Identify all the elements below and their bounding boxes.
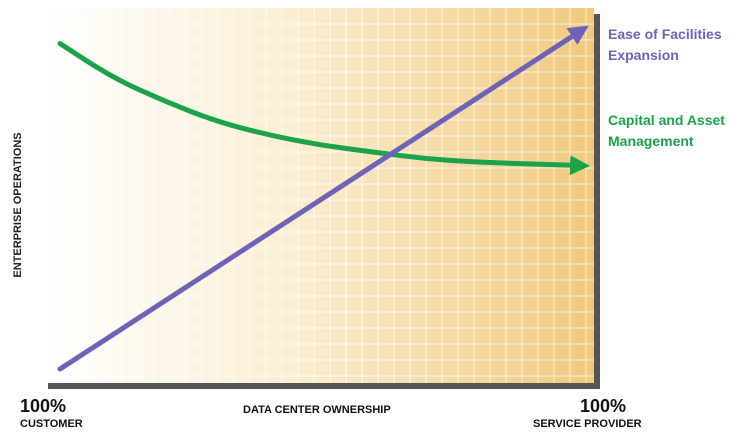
- y-axis-label: ENTERPRISE OPERATIONS: [12, 132, 24, 278]
- series-line-capital-and-asset-management: [57, 41, 590, 176]
- legend-capital-line-1: Capital and Asset: [608, 112, 725, 128]
- x-right-pct: 100%: [580, 396, 627, 416]
- legend-ease-of-facilities: Ease of Facilities Expansion: [608, 24, 722, 66]
- series-lines: [57, 25, 590, 372]
- legend-capital-line-2: Management: [608, 133, 694, 149]
- x-axis-label: DATA CENTER OWNERSHIP: [243, 404, 391, 416]
- grid: [42, 8, 594, 383]
- x-left-pct: 100%: [20, 396, 67, 416]
- x-left-name: CUSTOMER: [20, 418, 83, 430]
- legend-ease-line-2: Expansion: [608, 47, 679, 63]
- legend-capital-asset: Capital and Asset Management: [608, 110, 725, 152]
- x-right-name: SERVICE PROVIDER: [533, 418, 642, 430]
- series-line-ease-of-facilities-expansion: [57, 25, 589, 372]
- legend-ease-line-1: Ease of Facilities: [608, 26, 722, 42]
- y-axis-label-box: ENTERPRISE OPERATIONS: [3, 110, 33, 300]
